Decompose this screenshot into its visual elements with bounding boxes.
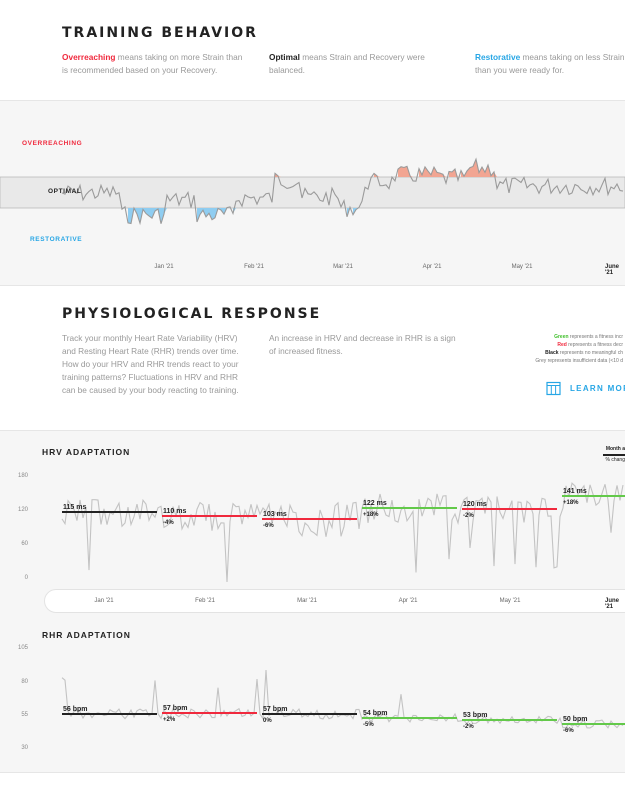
rhr-percent-change: 0% — [263, 718, 272, 724]
overreaching-description: Overreaching means taking on more Strain… — [62, 51, 247, 77]
legend-red-term: Red — [557, 342, 567, 348]
tb-month-label: Jan '21 — [154, 264, 174, 270]
overreaching-area — [449, 169, 458, 177]
hrv-month-average-value: 141 ms — [563, 488, 587, 495]
physiological-response-title: PHYSIOLOGICAL RESPONSE — [62, 306, 322, 322]
hrv-month-label: Feb '21 — [195, 598, 215, 604]
hrv-y-tick: 120 — [17, 507, 28, 513]
hrv-percent-change: -2% — [463, 513, 474, 519]
rhr-y-tick: 80 — [21, 679, 28, 685]
legend-red-text: represents a fitness decr — [566, 342, 623, 348]
hrv-percent-change: +18% — [563, 500, 579, 506]
hrv-month-average-value: 103 ms — [263, 511, 287, 518]
hrv-legend-line-sample — [603, 454, 625, 456]
rhr-chart: 56 bpm 57 bpm +2% 57 bpm 0% 54 bpm -5% 53 bpm -2… — [61, 670, 625, 734]
legend-black-text: represents no meaningful ch — [558, 350, 623, 356]
hrv-month-average-value: 110 ms — [163, 508, 186, 515]
overreaching-area — [275, 173, 281, 177]
hrv-month-average-value: 120 ms — [463, 501, 487, 508]
rhr-percent-change: +2% — [163, 717, 176, 723]
hrv-chart: 115 ms 110 ms -4% 103 ms -6% 122 ms +18% 120 ms… — [61, 482, 625, 583]
optimal-term: Optimal — [269, 52, 300, 62]
hrv-month-label: Apr '21 — [398, 598, 418, 604]
hrv-month-label: Mar '21 — [297, 598, 317, 604]
restorative-area — [197, 208, 227, 222]
hrv-percent-change: +18% — [363, 512, 379, 518]
hrv-chart-title: HRV ADAPTATION — [42, 447, 131, 457]
book-icon — [546, 381, 561, 396]
rhr-month-average-value: 57 bpm — [263, 706, 288, 713]
hrv-y-tick: 180 — [17, 473, 28, 479]
restorative-zone-label: RESTORATIVE — [30, 236, 83, 243]
learn-more-link[interactable]: LEARN MOR — [546, 381, 625, 396]
legend-grey: Grey represents insufficient data (<10 d — [535, 358, 623, 364]
training-behavior-chart — [0, 157, 625, 226]
optimal-text: means Strain and Recovery were balanced. — [269, 52, 425, 75]
hrv-month-label: Jan '21 — [94, 598, 114, 604]
timeline-scrubber[interactable] — [44, 589, 625, 613]
restorative-text: means taking on less Strain than you wer… — [475, 52, 625, 75]
learn-more-label: LEARN MOR — [570, 384, 625, 393]
hrv-legend-pct-change: % chang — [605, 457, 625, 463]
tb-month-label: June '21 — [604, 264, 620, 276]
legend-green-term: Green — [554, 334, 569, 340]
hrv-percent-change: -4% — [163, 520, 174, 526]
tb-month-label: Apr '21 — [422, 264, 442, 270]
hrv-month-label: June '21 — [604, 598, 620, 610]
hrv-month-average-value: 115 ms — [63, 504, 86, 511]
rhr-month-average-value: 57 bpm — [163, 705, 188, 712]
legend-green-text: represents a fitness incr — [568, 334, 623, 340]
rhr-chart-title: RHR ADAPTATION — [42, 630, 131, 640]
rhr-percent-change: -2% — [463, 724, 474, 730]
legend-black: Black represents no meaningful ch — [545, 350, 623, 356]
physio-description: Track your monthly Heart Rate Variabilit… — [62, 333, 239, 395]
legend-black-term: Black — [545, 350, 559, 356]
rhr-y-tick: 30 — [21, 745, 28, 751]
tb-month-label: Feb '21 — [244, 264, 264, 270]
hrv-y-tick: 0 — [24, 575, 28, 581]
hrv-month-label: May '21 — [499, 598, 521, 604]
hrv-legend-month-avg: Month a — [605, 446, 625, 452]
rhr-percent-change: -5% — [363, 722, 374, 728]
tb-month-label: May '21 — [511, 264, 533, 270]
rhr-month-average-value: 53 bpm — [463, 712, 488, 719]
restorative-area — [128, 208, 167, 224]
rhr-month-average-value: 50 bpm — [563, 716, 588, 723]
overreaching-term: Overreaching — [62, 52, 116, 62]
restorative-term: Restorative — [475, 52, 521, 62]
rhr-month-average-value: 54 bpm — [363, 710, 388, 717]
overreaching-area — [398, 166, 413, 177]
legend-green: Green represents a fitness incr — [554, 334, 623, 340]
rhr-y-tick: 55 — [21, 712, 28, 718]
fitness-sign-description: An increase in HRV and decrease in RHR i… — [269, 333, 456, 356]
overreaching-area — [374, 173, 380, 177]
legend-red: Red represents a fitness decr — [557, 342, 623, 348]
hrv-y-tick: 60 — [21, 541, 28, 547]
overreaching-zone-label: OVERREACHING — [22, 140, 83, 147]
optimal-zone-label: OPTIMAL — [48, 188, 82, 195]
rhr-month-average-value: 56 bpm — [63, 706, 88, 713]
overreaching-text: means taking on more Strain than is reco… — [62, 52, 243, 75]
hrv-percent-change: -6% — [263, 523, 274, 529]
rhr-y-tick: 105 — [17, 645, 28, 651]
training-behavior-title: TRAINING BEHAVIOR — [62, 25, 258, 41]
restorative-area — [353, 208, 359, 215]
optimal-description: Optimal means Strain and Recovery were b… — [269, 51, 449, 77]
overreaching-area — [461, 159, 497, 177]
tb-month-label: Mar '21 — [333, 264, 353, 270]
rhr-percent-change: -6% — [563, 728, 574, 734]
hrv-month-average-value: 122 ms — [363, 500, 387, 507]
restorative-description: Restorative means taking on less Strain … — [475, 51, 625, 77]
